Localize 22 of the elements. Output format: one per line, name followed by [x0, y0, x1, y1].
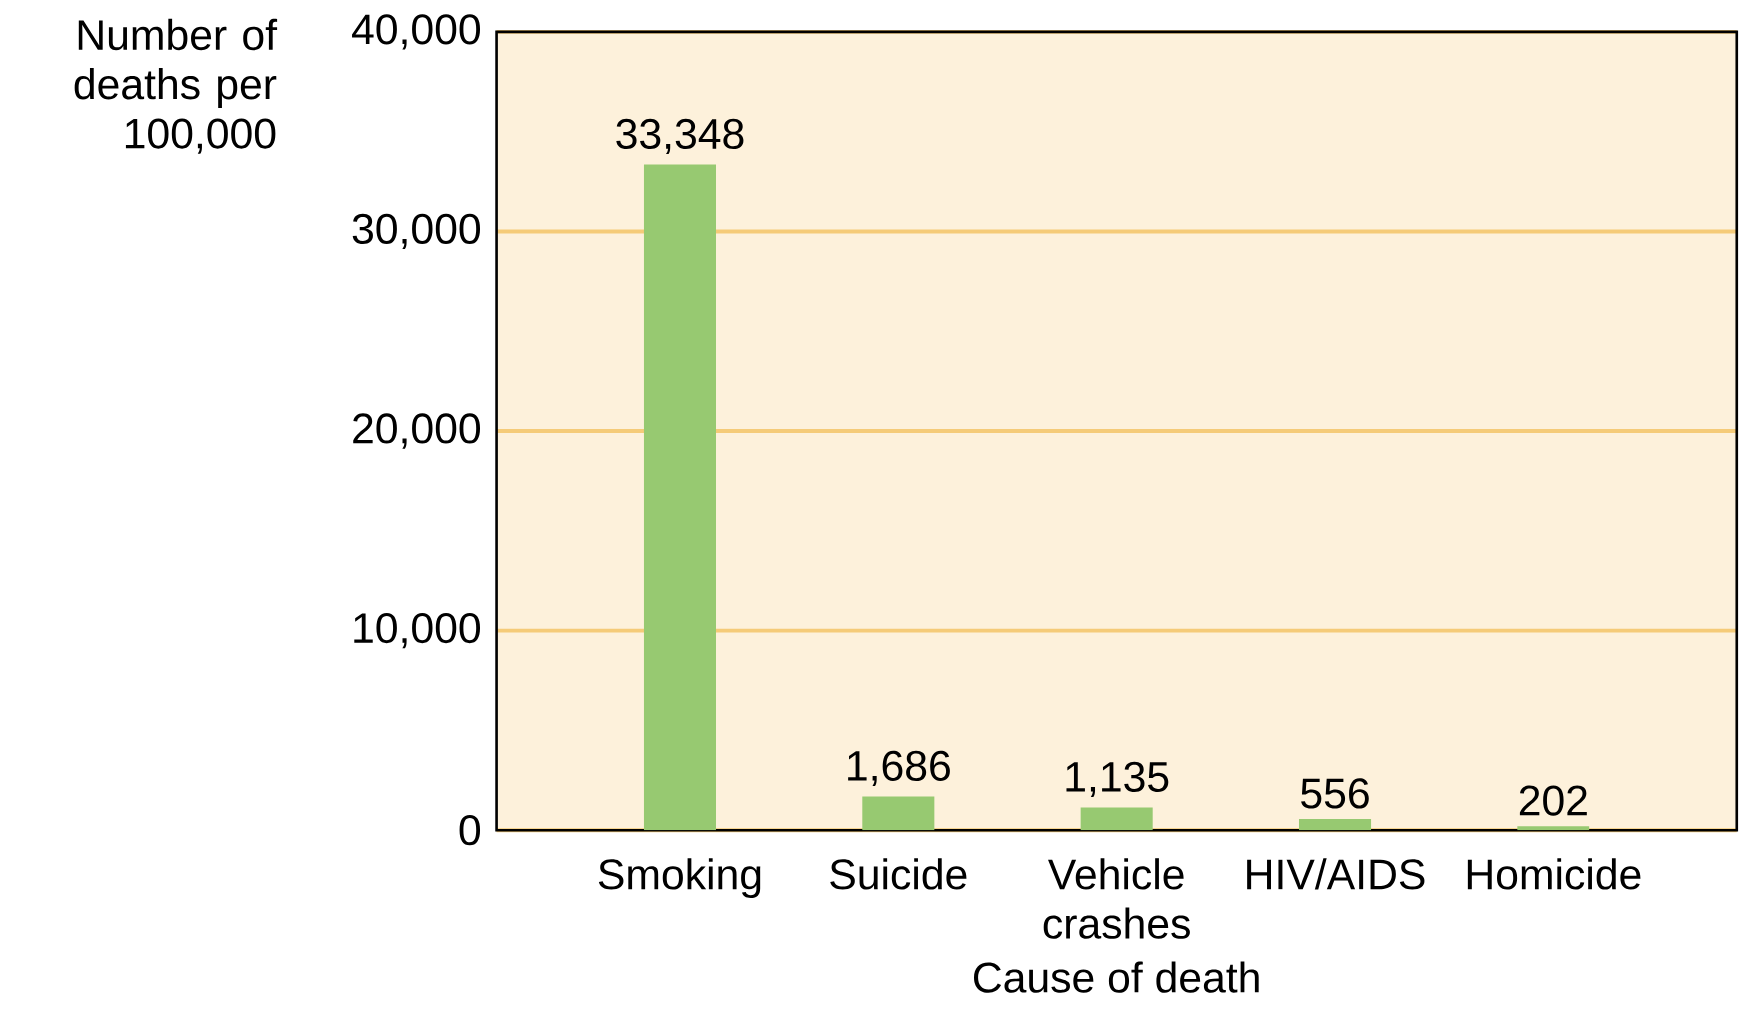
data-label: 556: [1301, 778, 1369, 809]
y-tick-label: 40,000: [352, 14, 481, 50]
data-label: 202: [1519, 785, 1587, 816]
x-tick-label: Vehicle crashes: [1043, 858, 1190, 939]
y-tick-label: 30,000: [352, 213, 481, 249]
x-tick-label: Suicide: [830, 858, 967, 890]
data-label: 33,348: [616, 118, 744, 154]
y-tick-label: 20,000: [353, 413, 481, 449]
y-axis-title: Number of deaths per 100,000: [74, 18, 278, 154]
x-tick-label: Smoking: [598, 858, 761, 898]
x-tick-label: Homicide: [1467, 858, 1641, 890]
bar: [643, 164, 716, 831]
y-tick-label: 10,000: [354, 612, 481, 649]
bar: [1080, 807, 1153, 831]
x-tick-label: HIV/AIDS: [1247, 858, 1425, 890]
bar: [1517, 826, 1590, 831]
data-label: 1,135: [1066, 761, 1169, 797]
bar: [1298, 818, 1372, 831]
data-label: 1,686: [848, 750, 950, 786]
bar: [862, 796, 935, 831]
x-axis-title: Cause of death: [974, 961, 1259, 993]
y-tick-label: 0: [459, 814, 481, 846]
